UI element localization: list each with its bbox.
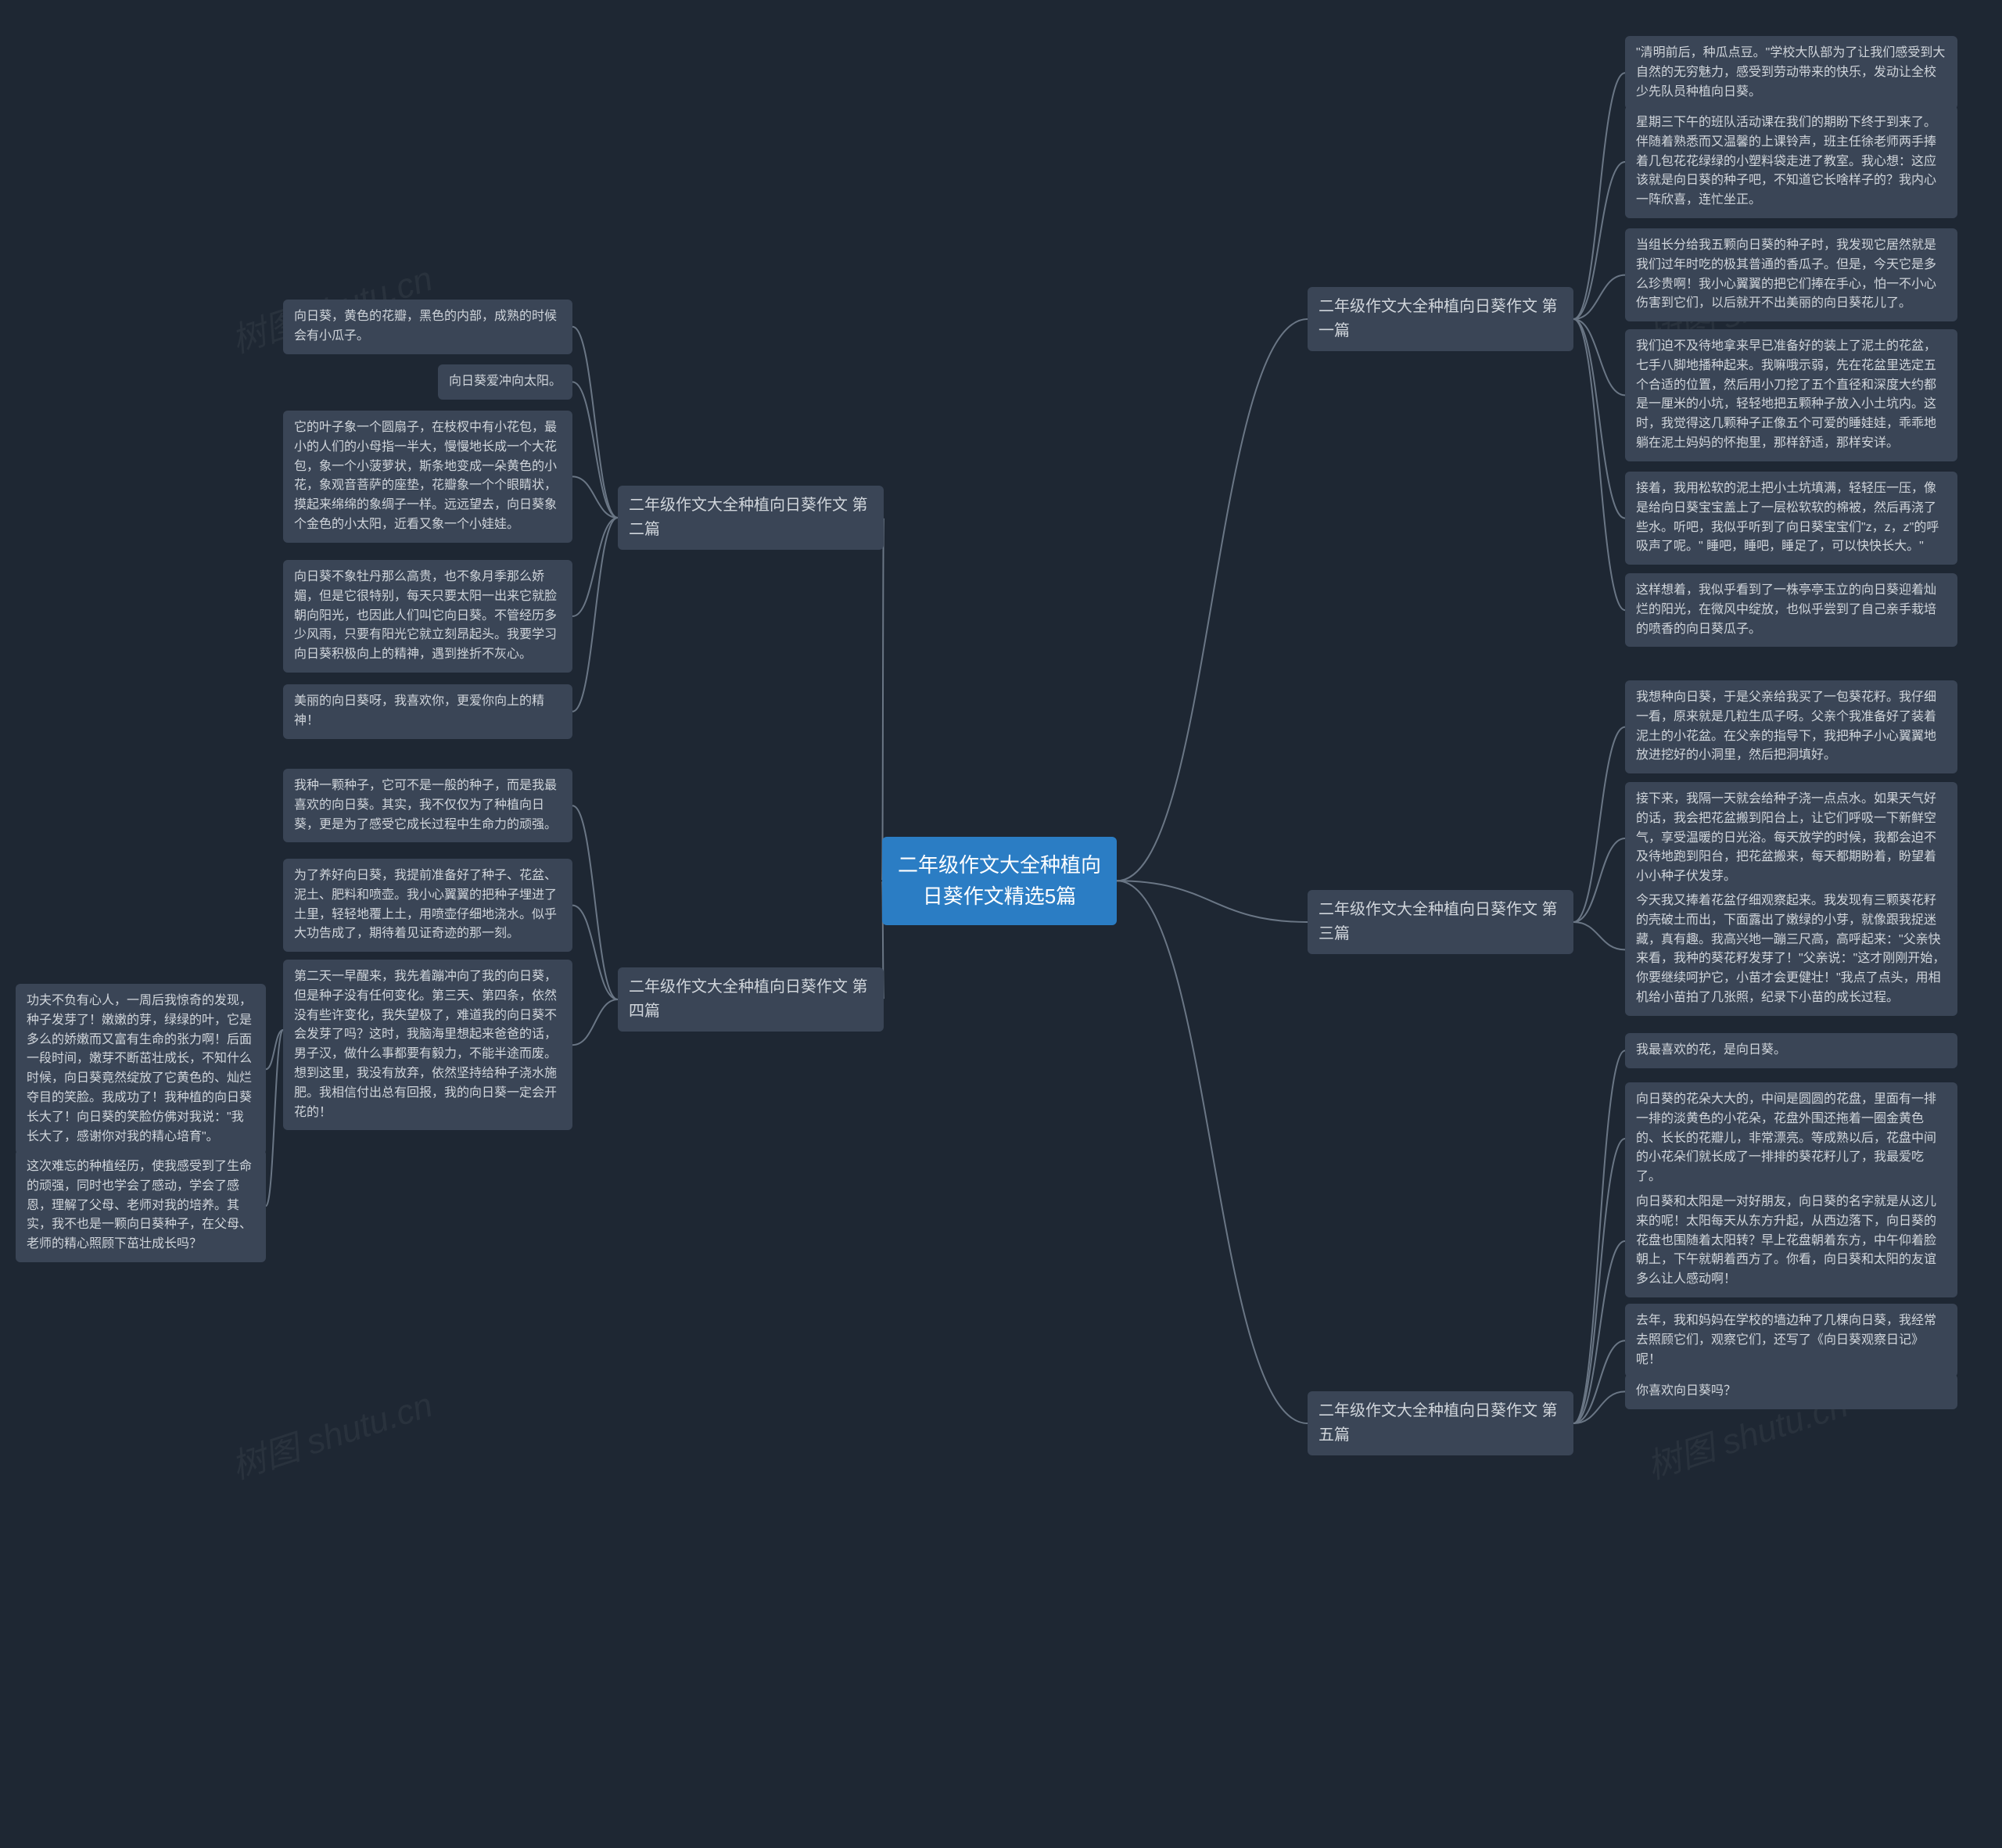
leaf-node: 去年，我和妈妈在学校的墙边种了几棵向日葵，我经常去照顾它们，观察它们，还写了《向… bbox=[1625, 1304, 1957, 1377]
leaf-node: 向日葵，黄色的花瓣，黑色的内部，成熟的时候会有小瓜子。 bbox=[283, 300, 572, 354]
chapter-node: 二年级作文大全种植向日葵作文 第三篇 bbox=[1308, 890, 1573, 954]
root-node: 二年级作文大全种植向日葵作文精选5篇 bbox=[882, 837, 1117, 925]
leaf-node: 它的叶子象一个圆扇子，在枝杈中有小花包，最小的人们的小母指一半大，慢慢地长成一个… bbox=[283, 411, 572, 543]
leaf-node: 我种一颗种子，它可不是一般的种子，而是我最喜欢的向日葵。其实，我不仅仅为了种植向… bbox=[283, 769, 572, 842]
leaf-node: 接下来，我隔一天就会给种子浇一点点水。如果天气好的话，我会把花盆搬到阳台上，让它… bbox=[1625, 782, 1957, 895]
leaf-node: "清明前后，种瓜点豆。"学校大队部为了让我们感受到大自然的无穷魅力，感受到劳动带… bbox=[1625, 36, 1957, 109]
leaf-node: 美丽的向日葵呀，我喜欢你，更爱你向上的精神！ bbox=[283, 684, 572, 739]
leaf-node: 向日葵爱冲向太阳。 bbox=[438, 364, 572, 400]
watermark: 树图 shutu.cn bbox=[224, 1376, 438, 1488]
chapter-node: 二年级作文大全种植向日葵作文 第一篇 bbox=[1308, 287, 1573, 351]
leaf-node: 第二天一早醒来，我先着蹦冲向了我的向日葵，但是种子没有任何变化。第三天、第四条，… bbox=[283, 960, 572, 1130]
leaf-node: 功夫不负有心人，一周后我惊奇的发现，种子发芽了！嫩嫩的芽，绿绿的叶，它是多么的娇… bbox=[16, 984, 266, 1154]
leaf-node: 我们迫不及待地拿来早已准备好的装上了泥土的花盆，七手八脚地播种起来。我嘛哦示弱，… bbox=[1625, 329, 1957, 461]
leaf-node: 我最喜欢的花，是向日葵。 bbox=[1625, 1033, 1957, 1068]
leaf-node: 为了养好向日葵，我提前准备好了种子、花盆、泥土、肥料和喷壶。我小心翼翼的把种子埋… bbox=[283, 859, 572, 952]
chapter-node: 二年级作文大全种植向日葵作文 第四篇 bbox=[618, 967, 884, 1032]
leaf-node: 我想种向日葵，于是父亲给我买了一包葵花籽。我仔细一看，原来就是几粒生瓜子呀。父亲… bbox=[1625, 680, 1957, 773]
leaf-node: 这次难忘的种植经历，使我感受到了生命的顽强，同时也学会了感动，学会了感恩，理解了… bbox=[16, 1150, 266, 1262]
leaf-node: 向日葵不象牡丹那么高贵，也不象月季那么娇媚，但是它很特别，每天只要太阳一出来它就… bbox=[283, 560, 572, 673]
chapter-node: 二年级作文大全种植向日葵作文 第二篇 bbox=[618, 486, 884, 550]
chapter-node: 二年级作文大全种植向日葵作文 第五篇 bbox=[1308, 1391, 1573, 1455]
leaf-node: 你喜欢向日葵吗？ bbox=[1625, 1374, 1957, 1409]
leaf-node: 接着，我用松软的泥土把小土坑填满，轻轻压一压，像是给向日葵宝宝盖上了一层松软软的… bbox=[1625, 472, 1957, 565]
leaf-node: 星期三下午的班队活动课在我们的期盼下终于到来了。伴随着熟悉而又温馨的上课铃声，班… bbox=[1625, 106, 1957, 218]
leaf-node: 今天我又捧着花盆仔细观察起来。我发现有三颗葵花籽的壳破土而出，下面露出了嫩绿的小… bbox=[1625, 884, 1957, 1016]
leaf-node: 向日葵和太阳是一对好朋友，向日葵的名字就是从这儿来的呢！太阳每天从东方升起，从西… bbox=[1625, 1185, 1957, 1297]
leaf-node: 这样想着，我似乎看到了一株亭亭玉立的向日葵迎着灿烂的阳光，在微风中绽放，也似乎尝… bbox=[1625, 573, 1957, 647]
leaf-node: 向日葵的花朵大大的，中间是圆圆的花盘，里面有一排一排的淡黄色的小花朵，花盘外围还… bbox=[1625, 1082, 1957, 1195]
leaf-node: 当组长分给我五颗向日葵的种子时，我发现它居然就是我们过年时吃的极其普通的香瓜子。… bbox=[1625, 228, 1957, 321]
